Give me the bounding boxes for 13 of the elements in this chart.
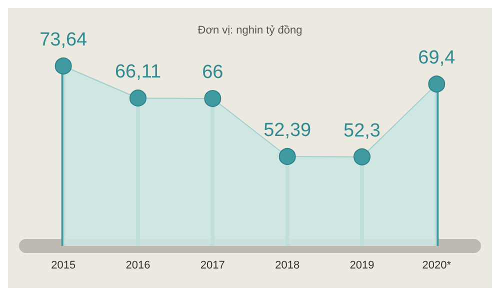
data-label: 69,4 — [418, 48, 456, 69]
x-tick-label: 2020* — [422, 260, 452, 272]
x-tick-label: 2019 — [350, 260, 374, 272]
x-tick-label: 2016 — [126, 260, 150, 272]
data-label: 73,64 — [40, 30, 88, 50]
data-label: 66,11 — [114, 62, 162, 83]
x-tick-label: 2018 — [275, 260, 300, 272]
data-label: 52,3 — [344, 120, 380, 142]
x-tick-label: 2015 — [51, 260, 76, 272]
x-tick-label: 2017 — [200, 260, 225, 272]
chart-subtitle: Đơn vị: nghin tỷ đồng — [198, 24, 302, 36]
data-label: 66 — [202, 62, 224, 84]
data-label: 52,39 — [264, 120, 312, 142]
